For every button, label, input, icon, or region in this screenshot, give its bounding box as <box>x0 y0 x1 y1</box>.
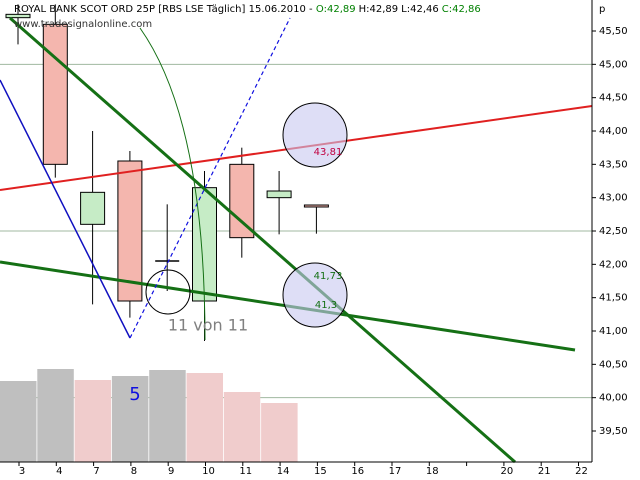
volume-bar <box>0 381 37 462</box>
annotation: 43,81 <box>314 147 343 158</box>
y-tick-label: 43,50 <box>599 159 628 170</box>
volume-bar <box>74 380 112 462</box>
x-tick-label: 18 <box>426 466 439 477</box>
volume-bar <box>186 373 223 462</box>
x-tick-label: 22 <box>575 466 588 477</box>
x-tick-label: 10 <box>202 466 215 477</box>
x-tick-label: 7 <box>93 466 99 477</box>
x-tick-label: 15 <box>314 466 327 477</box>
candle-body <box>80 191 106 225</box>
x-tick-label: 9 <box>168 466 174 477</box>
x-tick-label: 3 <box>19 466 25 477</box>
title: ROYAL BANK SCOT ORD 25P [RBS LSE Täglich… <box>14 4 313 15</box>
candle-body <box>117 160 143 302</box>
y-tick-label: 42,00 <box>599 259 628 270</box>
y-tick-label: 44,00 <box>599 126 628 137</box>
ohlc: H:42,89 <box>359 4 399 15</box>
y-tick-label: 40,00 <box>599 393 628 404</box>
volume-bar <box>223 392 261 462</box>
x-tick-label: 20 <box>501 466 514 477</box>
y-tick-label: 45,00 <box>599 59 628 70</box>
y-tick-label: 40,50 <box>599 359 628 370</box>
y-tick-label: 41,00 <box>599 326 628 337</box>
volume-bar <box>261 403 298 462</box>
volume-bar <box>149 370 186 462</box>
ohlc: L:42,46 <box>401 4 439 15</box>
x-tick-label: 8 <box>131 466 137 477</box>
x-tick-label: 16 <box>351 466 364 477</box>
volume-label: 5 <box>129 384 140 405</box>
curve <box>139 27 206 341</box>
y-tick-label: 41,50 <box>599 293 628 304</box>
volume <box>0 369 298 462</box>
candle-body <box>303 204 329 208</box>
x-tick-label: 11 <box>239 466 252 477</box>
candle-body <box>266 190 292 199</box>
x-tick-label: 14 <box>277 466 290 477</box>
watermark: www.tradesignalonline.com <box>14 19 152 30</box>
trend-line <box>9 16 516 464</box>
trend-line <box>0 79 131 339</box>
candle-body <box>229 163 255 239</box>
volume-bar <box>111 376 149 462</box>
y-tick-label: 39,50 <box>599 426 628 437</box>
y-tick-label: 43,00 <box>599 193 628 204</box>
y-tick-label: 45,50 <box>599 26 628 37</box>
ohlc: C:42,86 <box>442 4 481 15</box>
x-tick-label: 21 <box>538 466 551 477</box>
volume-bar <box>37 369 74 462</box>
circle <box>282 262 348 328</box>
chart-title: ROYAL BANK SCOT ORD 25P [RBS LSE Täglich… <box>14 4 481 15</box>
axis-labels: 45,50 45,00 44,50 44,00 43,50 43,00 42,50 42,00… <box>18 26 628 477</box>
x-tick-label: 17 <box>389 466 402 477</box>
annotation: 41,3 <box>315 300 337 311</box>
candle-body <box>42 23 68 165</box>
annotation: 41,73 <box>314 271 343 282</box>
trend-line <box>129 17 291 339</box>
candle-body <box>5 13 31 19</box>
y-tick-label: 42,50 <box>599 226 628 237</box>
y-tick-label: 44,50 <box>599 93 628 104</box>
ohlc: O:42,89 <box>316 4 356 15</box>
circle <box>282 102 348 168</box>
candle-body <box>192 187 217 302</box>
annotation: 11 von 11 <box>168 316 248 335</box>
circle <box>145 269 191 315</box>
x-tick-label: 4 <box>56 466 62 477</box>
y-unit: p <box>599 4 605 15</box>
